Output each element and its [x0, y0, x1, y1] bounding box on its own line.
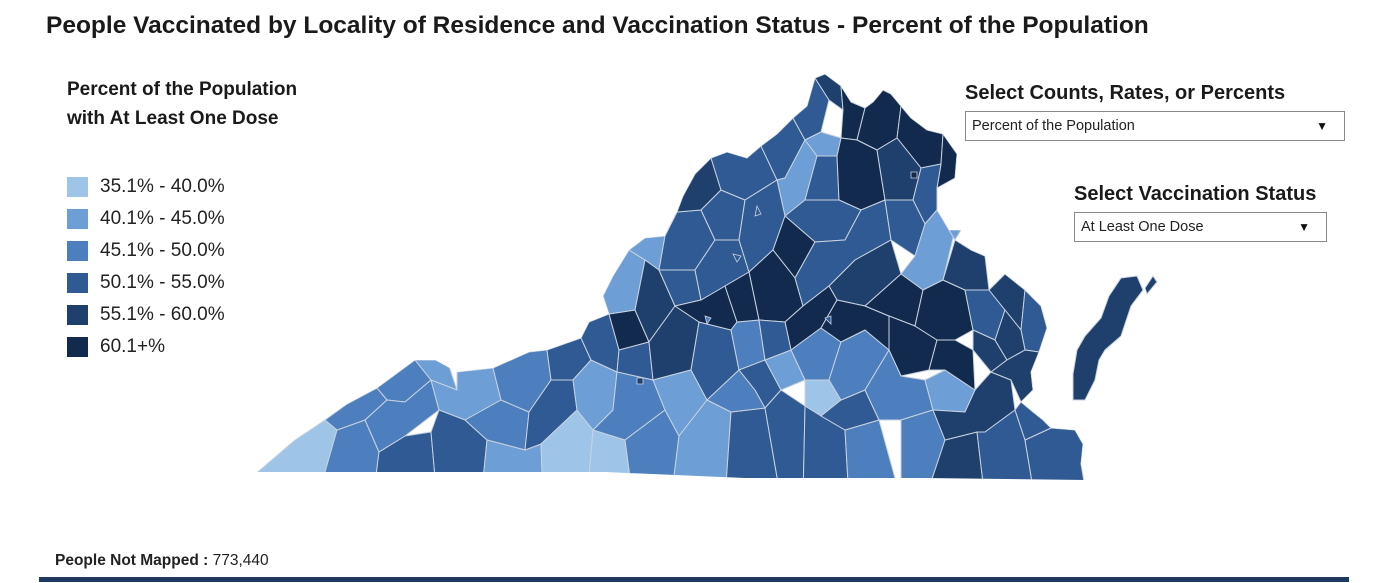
measure-select-value: Percent of the Population	[972, 118, 1135, 134]
locality-layer	[233, 74, 1087, 480]
measure-control: Select Counts, Rates, or Percents Percen…	[965, 82, 1345, 141]
bottom-divider	[39, 577, 1349, 582]
legend-swatch	[67, 177, 88, 197]
status-select[interactable]: At Least One Dose ▼	[1074, 212, 1327, 242]
locality-region	[372, 431, 438, 480]
legend-label: 50.1% - 55.0%	[100, 272, 225, 293]
legend-title-line-2: with At Least One Dose	[67, 108, 279, 129]
status-select-value: At Least One Dose	[1081, 219, 1204, 235]
city-region	[910, 171, 918, 179]
page-title: People Vaccinated by Locality of Residen…	[46, 12, 1149, 39]
legend-item: 35.1% - 40.0%	[67, 171, 357, 203]
city-region	[636, 377, 644, 385]
legend: Percent of the Population with At Least …	[67, 75, 357, 363]
independent-cities	[636, 171, 918, 385]
city-region	[732, 253, 742, 263]
locality-region	[1024, 427, 1087, 480]
locality-region	[1014, 401, 1052, 441]
chevron-down-icon: ▼	[1298, 220, 1310, 234]
not-mapped-value: 773,440	[212, 552, 269, 569]
legend-label: 45.1% - 50.0%	[100, 240, 225, 261]
legend-title: Percent of the Population with At Least …	[67, 75, 357, 133]
virginia-choropleth-map[interactable]	[225, 60, 1165, 490]
city-region	[824, 315, 832, 325]
locality-region	[764, 389, 806, 480]
not-mapped-note: People Not Mapped : 773,440	[55, 552, 269, 570]
legend-item: 60.1+%	[67, 331, 357, 363]
measure-select-label: Select Counts, Rates, or Percents	[965, 82, 1286, 104]
not-mapped-label: People Not Mapped :	[55, 552, 209, 569]
city-region	[704, 315, 712, 325]
locality-region	[844, 419, 902, 480]
locality-region	[990, 349, 1040, 403]
legend-item: 45.1% - 50.0%	[67, 235, 357, 267]
legend-swatch	[67, 305, 88, 325]
legend-label: 55.1% - 60.0%	[100, 304, 225, 325]
legend-swatch	[67, 209, 88, 229]
chevron-down-icon: ▼	[1316, 119, 1328, 133]
legend-swatch	[67, 241, 88, 261]
legend-label: 40.1% - 45.0%	[100, 208, 225, 229]
locality-region	[994, 309, 1026, 361]
legend-swatch	[67, 337, 88, 357]
legend-items: 35.1% - 40.0% 40.1% - 45.0% 45.1% - 50.0…	[67, 171, 357, 363]
eastern-shore	[1072, 275, 1158, 401]
locality-region	[233, 419, 338, 480]
city-region	[754, 204, 762, 217]
status-select-label: Select Vaccination Status	[1074, 183, 1317, 205]
legend-label: 35.1% - 40.0%	[100, 176, 225, 197]
status-control: Select Vaccination Status At Least One D…	[1074, 183, 1327, 242]
measure-select[interactable]: Percent of the Population ▼	[965, 111, 1345, 141]
legend-swatch	[67, 273, 88, 293]
locality-region	[1072, 275, 1144, 401]
legend-item: 40.1% - 45.0%	[67, 203, 357, 235]
legend-item: 55.1% - 60.0%	[67, 299, 357, 331]
locality-region	[1020, 289, 1048, 353]
locality-region	[480, 439, 544, 480]
legend-item: 50.1% - 55.0%	[67, 267, 357, 299]
locality-region	[1144, 275, 1158, 296]
legend-label: 60.1+%	[100, 336, 165, 357]
legend-title-line-1: Percent of the Population	[67, 79, 298, 100]
